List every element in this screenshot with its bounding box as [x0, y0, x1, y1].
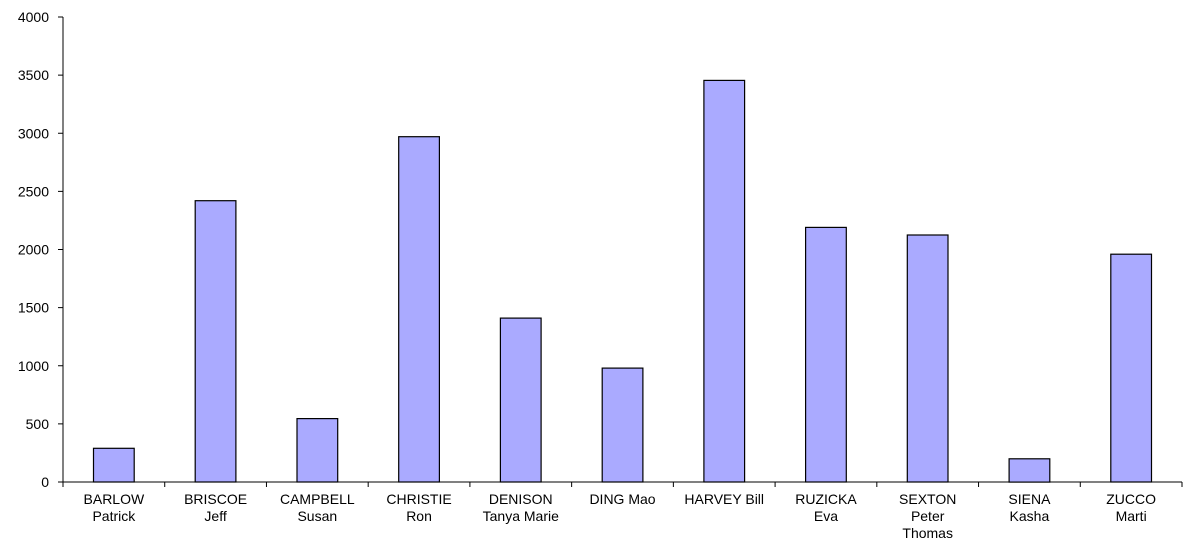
- x-category-label-line: HARVEY Bill: [684, 491, 764, 507]
- y-tick-label: 4000: [18, 9, 49, 25]
- y-tick-label: 500: [26, 416, 50, 432]
- x-category-label-line: Patrick: [92, 508, 136, 524]
- x-category-label-line: Jeff: [204, 508, 226, 524]
- x-category-label-line: CHRISTIE: [386, 491, 451, 507]
- y-tick-label: 1500: [18, 300, 49, 316]
- bar: [804, 226, 847, 483]
- y-tick-label: 0: [41, 474, 49, 490]
- x-category-label-line: Tanya Marie: [483, 508, 559, 524]
- y-axis: 0 500 1000 1500 2000 2500 3000 3500 4000: [18, 9, 64, 490]
- bar: [296, 418, 339, 483]
- x-category-label-line: DING Mao: [589, 491, 655, 507]
- x-category-label-line: Ron: [406, 508, 432, 524]
- x-category-label: HARVEY Bill: [684, 491, 764, 507]
- x-category-label-line: Peter: [911, 508, 945, 524]
- x-category-label-line: CAMPBELL: [280, 491, 355, 507]
- y-tick-label: 3500: [18, 67, 49, 83]
- x-category-label-line: Susan: [297, 508, 337, 524]
- y-tick-label: 2000: [18, 242, 49, 258]
- x-category-label: RUZICKA Eva: [795, 491, 857, 524]
- x-category-label: CHRISTIE Ron: [386, 491, 451, 524]
- y-tick-label: 2500: [18, 183, 49, 199]
- x-category-label-line: ZUCCO: [1106, 491, 1156, 507]
- x-axis: BARLOW Patrick BRISCOE Jeff CAMPBELL Susan CHR…: [62, 481, 1183, 541]
- x-category-label-line: RUZICKA: [795, 491, 857, 507]
- x-category-label: ZUCCO Marti: [1106, 491, 1156, 524]
- bar: [906, 234, 949, 483]
- bar: [398, 136, 441, 483]
- x-category-label: DENISON Tanya Marie: [483, 491, 559, 524]
- x-category-label-line: BARLOW: [84, 491, 145, 507]
- bar: [1110, 253, 1153, 483]
- x-category-label-line: Kasha: [1010, 508, 1050, 524]
- bar: [194, 200, 237, 483]
- bar: [601, 367, 644, 483]
- x-category-label: SEXTON Peter Thomas: [899, 491, 956, 541]
- x-category-label-line: Marti: [1116, 508, 1147, 524]
- x-category-label: BARLOW Patrick: [84, 491, 145, 524]
- bar: [92, 447, 135, 483]
- x-category-label-line: Thomas: [902, 525, 953, 541]
- y-tick-label: 3000: [18, 125, 49, 141]
- bar: [703, 79, 746, 483]
- x-category-label: BRISCOE Jeff: [184, 491, 247, 524]
- bar: [499, 317, 542, 483]
- x-category-label-line: BRISCOE: [184, 491, 247, 507]
- x-category-label-line: SIENA: [1008, 491, 1051, 507]
- x-category-label-line: Eva: [814, 508, 838, 524]
- x-category-label-line: SEXTON: [899, 491, 956, 507]
- bar: [1008, 458, 1051, 483]
- x-category-label: CAMPBELL Susan: [280, 491, 355, 524]
- y-tick-label: 1000: [18, 358, 49, 374]
- x-category-label: SIENA Kasha: [1008, 491, 1051, 524]
- bars-group: [92, 79, 1153, 483]
- x-category-label-line: DENISON: [489, 491, 553, 507]
- x-category-label: DING Mao: [589, 491, 655, 507]
